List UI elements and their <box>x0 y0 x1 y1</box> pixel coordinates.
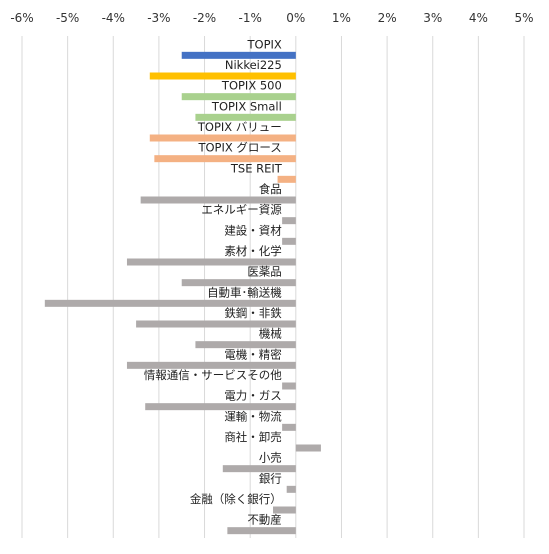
bar <box>181 51 296 59</box>
category-label: TOPIX 500 <box>221 79 282 93</box>
category-label: 機械 <box>259 327 282 341</box>
category-label: 食品 <box>259 182 282 196</box>
category-label: 金融（除く銀行） <box>190 492 282 506</box>
category-label: 建設・資材 <box>224 223 282 237</box>
x-tick-label: -6% <box>10 11 33 25</box>
x-tick-label: -3% <box>147 11 170 25</box>
category-label: 商社・卸売 <box>224 430 282 444</box>
category-label: Nikkei225 <box>225 58 282 72</box>
category-label: 電力・ガス <box>224 389 282 403</box>
category-label: 医薬品 <box>247 265 282 279</box>
bar <box>282 382 296 390</box>
bar <box>149 72 296 80</box>
x-tick-label: 5% <box>514 11 533 25</box>
bar <box>136 320 296 328</box>
bar <box>282 217 296 225</box>
bar <box>149 134 296 142</box>
category-label: 素材・化学 <box>224 244 282 258</box>
category-label: TOPIX Small <box>211 99 282 113</box>
bar <box>273 506 296 514</box>
x-tick-label: 4% <box>469 11 488 25</box>
x-tick-label: -2% <box>193 11 216 25</box>
bar <box>195 113 296 121</box>
category-label: TOPIX グロース <box>197 141 281 155</box>
bar <box>277 175 296 183</box>
x-axis-ticks: -6% -5% -4% -3% -2% -1% 0% 1% 2% 3% 4% 5% <box>10 11 533 25</box>
bar <box>181 93 296 101</box>
bar <box>282 237 296 245</box>
bar <box>44 299 296 307</box>
category-label: TSE REIT <box>230 161 283 175</box>
bars <box>44 51 321 535</box>
category-label: TOPIX バリュー <box>197 120 282 134</box>
bar <box>181 279 296 287</box>
bar <box>195 341 296 349</box>
x-tick-label: -5% <box>56 11 79 25</box>
category-label: エネルギー資源 <box>201 203 282 217</box>
category-label: 自動車･輸送機 <box>207 285 282 299</box>
x-tick-label: 3% <box>423 11 442 25</box>
category-label: 情報通信・サービスその他 <box>144 368 282 382</box>
bar <box>154 155 296 163</box>
x-tick-label: -1% <box>238 11 261 25</box>
category-labels: TOPIX Nikkei225 TOPIX 500 TOPIX Small TOPIX … <box>144 37 283 526</box>
bar <box>126 361 296 369</box>
x-tick-label: 2% <box>378 11 397 25</box>
category-label: TOPIX <box>247 37 282 51</box>
bar <box>126 258 296 266</box>
category-label: 銀行 <box>259 471 282 485</box>
x-tick-label: 1% <box>332 11 351 25</box>
category-label: 電機・精密 <box>224 347 282 361</box>
bar <box>295 444 321 452</box>
bar <box>222 465 296 473</box>
bar <box>286 485 296 493</box>
x-tick-label: 0% <box>286 11 305 25</box>
bar <box>140 196 296 204</box>
bar <box>227 527 296 535</box>
category-label: 小売 <box>259 451 282 465</box>
category-label: 鉄鋼・非鉄 <box>224 306 282 320</box>
x-tick-label: -4% <box>102 11 125 25</box>
category-label: 運輸・物流 <box>224 409 282 423</box>
bar <box>145 403 296 411</box>
bar <box>282 423 296 431</box>
category-label: 不動産 <box>247 513 282 527</box>
